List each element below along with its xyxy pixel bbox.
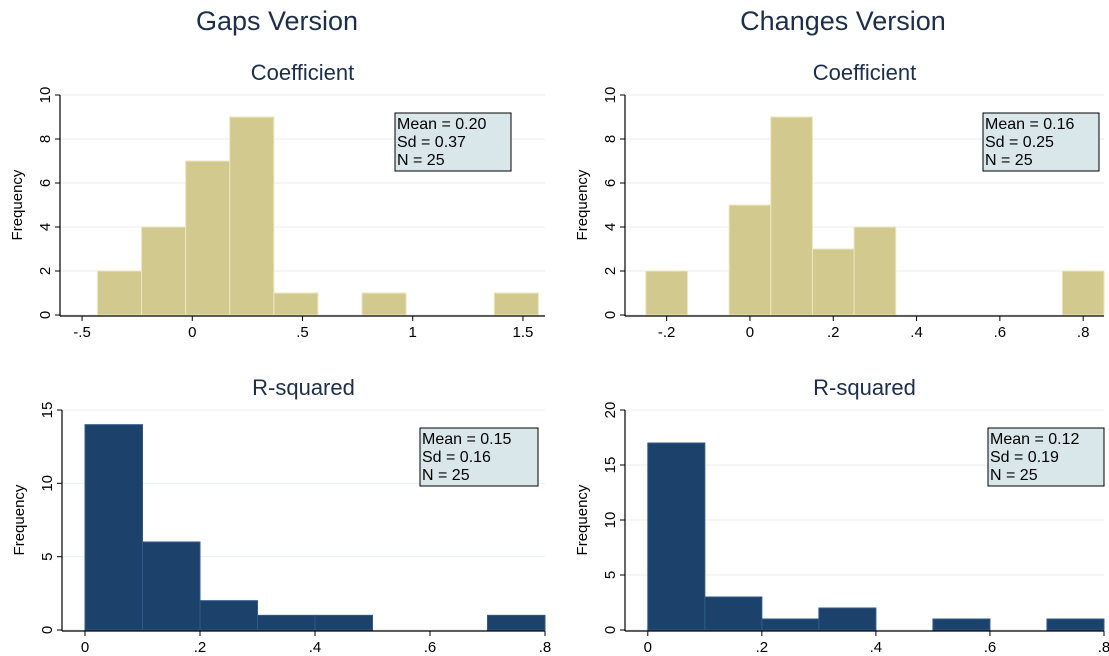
y-tick-label: 10 — [602, 87, 619, 104]
y-tick-label: 15 — [602, 457, 619, 474]
histogram-bar — [273, 292, 319, 316]
histogram-bar — [818, 607, 877, 631]
stats-line: Mean = 0.15 — [422, 431, 512, 448]
x-tick-label: .4 — [910, 324, 923, 341]
histogram-bar — [257, 614, 316, 631]
y-tick-label: 5 — [39, 552, 56, 560]
x-tick-label: 0 — [644, 639, 652, 656]
histogram-bar — [493, 292, 539, 316]
stats-line: Sd = 0.25 — [985, 134, 1054, 151]
stats-box — [982, 112, 1100, 172]
histogram-panel-3: R-squared 0 5 10 15 0 .2 .4 .6 .8 Frequency Mean = … — [11, 375, 551, 656]
x-tick-label: 0 — [81, 639, 89, 656]
y-tick-label: 5 — [602, 571, 619, 579]
stats-line: Sd = 0.37 — [397, 134, 466, 151]
y-tick-label: 0 — [602, 626, 619, 634]
x-tick-label: 1.5 — [513, 324, 534, 341]
stats-line: N = 25 — [985, 152, 1033, 169]
histogram-bar — [761, 618, 820, 631]
x-tick-label: .2 — [194, 639, 207, 656]
y-tick-label: 4 — [37, 223, 54, 231]
y-tick-label: 10 — [37, 87, 54, 104]
x-tick-label: .8 — [539, 639, 552, 656]
x-tick-label: 1 — [409, 324, 417, 341]
x-tick-label: .2 — [827, 324, 840, 341]
histogram-bar — [314, 614, 373, 631]
x-tick-label: 0 — [188, 324, 196, 341]
y-tick-label: 10 — [39, 475, 56, 492]
histogram-bar — [96, 270, 143, 316]
y-tick-label: 2 — [602, 267, 619, 275]
stats-line: N = 25 — [990, 467, 1038, 484]
y-tick-label: 6 — [602, 179, 619, 187]
x-tick-label: .6 — [994, 324, 1007, 341]
histogram-bar — [811, 248, 855, 316]
stats-line: Sd = 0.19 — [990, 449, 1059, 466]
stats-box — [987, 427, 1105, 487]
y-tick-label: 4 — [602, 223, 619, 231]
stats-line: Mean = 0.20 — [397, 116, 487, 133]
y-tick-label: 15 — [39, 402, 56, 419]
histogram-bar — [361, 292, 407, 316]
histogram-bar — [142, 541, 201, 631]
y-axis-label: Frequency — [9, 169, 26, 240]
y-tick-label: 10 — [602, 512, 619, 529]
histogram-bar — [932, 618, 991, 631]
y-tick-label: 20 — [602, 402, 619, 419]
histogram-bar — [704, 596, 763, 631]
x-tick-label: 0 — [746, 324, 754, 341]
panel-title: Coefficient — [813, 60, 917, 85]
histogram-panel-4: R-squared 0 5 10 15 20 0 .2 .4 .6 .8 Frequency Mean … — [574, 375, 1109, 656]
panel-title: R-squared — [252, 375, 355, 400]
y-tick-label: 0 — [602, 311, 619, 319]
histogram-bar — [84, 424, 143, 631]
histogram-bar — [645, 270, 688, 316]
y-tick-label: 0 — [37, 311, 54, 319]
histogram-panel-1: Coefficient 0 2 4 6 8 10 -.5 0 .5 1 1.5 Frequency Mea… — [9, 60, 545, 341]
histogram-bar — [647, 442, 706, 631]
changes-version-title: Changes Version — [740, 6, 946, 36]
stats-line: N = 25 — [397, 152, 445, 169]
x-tick-label: .8 — [1077, 324, 1090, 341]
stats-box — [419, 427, 539, 487]
histogram-bar — [185, 160, 231, 316]
x-tick-label: -.5 — [73, 324, 91, 341]
stats-line: N = 25 — [422, 467, 470, 484]
gaps-version-title: Gaps Version — [195, 6, 359, 36]
x-tick-label: .6 — [424, 639, 437, 656]
x-tick-label: .4 — [870, 639, 883, 656]
y-tick-label: 0 — [39, 626, 56, 634]
y-tick-label: 2 — [37, 267, 54, 275]
stats-line: Sd = 0.16 — [422, 449, 491, 466]
histogram-bar — [229, 116, 275, 316]
y-tick-label: 8 — [37, 135, 54, 143]
y-tick-label: 8 — [602, 135, 619, 143]
histogram-bar — [1046, 618, 1105, 631]
panel-title: Coefficient — [251, 60, 355, 85]
y-axis-label: Frequency — [11, 484, 28, 555]
x-tick-label: -.2 — [658, 324, 676, 341]
stats-box — [394, 112, 512, 172]
histogram-bar — [141, 226, 187, 316]
stats-line: Mean = 0.12 — [990, 431, 1080, 448]
histogram-bar — [487, 614, 546, 631]
x-tick-label: .4 — [309, 639, 322, 656]
x-tick-label: .8 — [1098, 639, 1109, 656]
x-tick-label: .6 — [984, 639, 997, 656]
y-axis-label: Frequency — [574, 484, 591, 555]
histogram-bar — [1061, 270, 1105, 316]
y-tick-label: 6 — [37, 179, 54, 187]
y-axis-label: Frequency — [574, 169, 591, 240]
stats-line: Mean = 0.16 — [985, 116, 1075, 133]
x-tick-label: .5 — [296, 324, 309, 341]
histogram-bar — [770, 116, 813, 316]
histogram-bar — [728, 204, 772, 316]
histogram-panel-2: Coefficient 0 2 4 6 8 10 -.2 0 .2 .4 .6 .8 Frequency M… — [574, 60, 1105, 341]
panel-title: R-squared — [813, 375, 916, 400]
x-tick-label: .2 — [756, 639, 769, 656]
histogram-bar — [199, 600, 258, 631]
histogram-bar — [853, 226, 897, 316]
